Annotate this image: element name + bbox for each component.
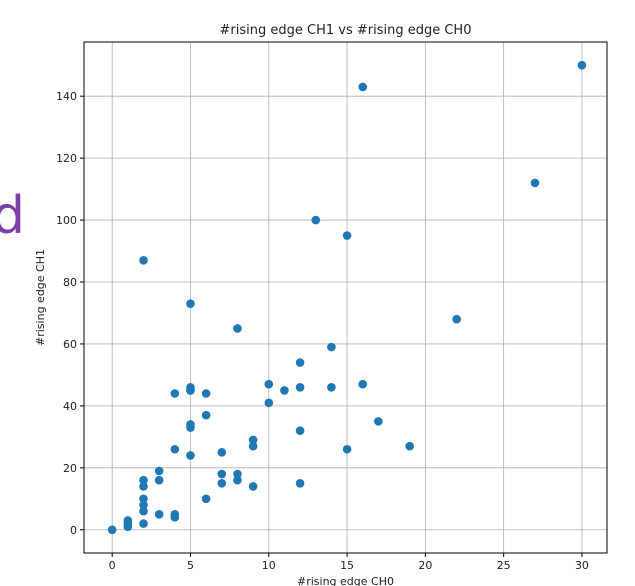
data-point	[154, 509, 164, 519]
data-point	[295, 383, 305, 392]
x-tick-label: 0	[109, 559, 116, 572]
data-point	[327, 383, 336, 392]
data-point	[295, 426, 305, 435]
y-tick-label: 80	[63, 276, 77, 289]
y-tick-label: 20	[63, 462, 77, 475]
cropped-text-fragment: d	[0, 186, 26, 246]
data-point	[358, 82, 368, 92]
data-point	[264, 379, 274, 389]
data-point	[217, 479, 227, 488]
data-point	[264, 398, 274, 408]
data-point	[233, 469, 242, 479]
data-point	[342, 444, 352, 454]
data-point	[186, 386, 195, 395]
x-axis-label: #rising edge CH0	[297, 575, 394, 586]
y-tick-label: 0	[70, 524, 77, 537]
data-point	[139, 256, 148, 265]
data-point	[139, 475, 148, 485]
data-point	[248, 435, 258, 445]
data-point	[201, 410, 211, 420]
data-point	[342, 231, 352, 240]
data-point	[139, 519, 148, 528]
data-point	[530, 178, 540, 188]
data-point	[233, 324, 242, 333]
data-point	[280, 386, 289, 395]
x-tick-label: 25	[497, 559, 511, 572]
data-point	[139, 500, 148, 510]
data-point	[139, 506, 148, 516]
data-point	[295, 479, 305, 488]
x-tick-label: 30	[575, 559, 589, 572]
data-point	[139, 494, 148, 504]
data-point	[295, 358, 305, 367]
data-point	[311, 215, 321, 225]
data-point	[201, 494, 211, 504]
data-point	[170, 509, 180, 519]
data-point	[248, 482, 258, 491]
y-tick-label: 120	[56, 152, 77, 165]
data-point	[201, 389, 211, 398]
data-point	[154, 475, 164, 485]
data-point	[154, 466, 164, 476]
data-point	[358, 379, 368, 389]
y-tick-label: 100	[56, 214, 77, 227]
data-points	[107, 60, 587, 535]
data-point	[248, 441, 258, 451]
data-point	[186, 299, 195, 308]
data-point	[327, 342, 336, 352]
data-point	[217, 469, 227, 479]
data-point	[123, 516, 133, 525]
data-point	[577, 60, 587, 70]
x-tick-label: 20	[418, 559, 432, 572]
y-tick-label: 60	[63, 338, 77, 351]
data-point	[217, 448, 227, 457]
data-point	[374, 417, 383, 426]
x-tick-label: 10	[262, 559, 276, 572]
data-point	[107, 525, 117, 535]
y-tick-label: 40	[63, 400, 77, 413]
axis-ticks: 0 5 10 15 20 25 30 0 20 40 60 80 100 120 140	[56, 90, 589, 572]
chart-title: #rising edge CH1 vs #rising edge CH0	[220, 23, 472, 38]
plot-frame	[83, 41, 608, 554]
data-point	[405, 441, 415, 451]
x-tick-label: 5	[187, 559, 194, 572]
data-point	[233, 475, 242, 485]
x-tick-label: 15	[340, 559, 354, 572]
y-tick-label: 140	[56, 90, 77, 103]
data-point	[170, 444, 180, 454]
data-point	[186, 451, 195, 460]
y-axis-label: #rising edge CH1	[34, 249, 47, 346]
data-point	[452, 314, 461, 324]
data-point	[139, 482, 148, 491]
grid-lines	[84, 42, 607, 553]
data-point	[170, 389, 180, 398]
data-point	[186, 420, 195, 429]
